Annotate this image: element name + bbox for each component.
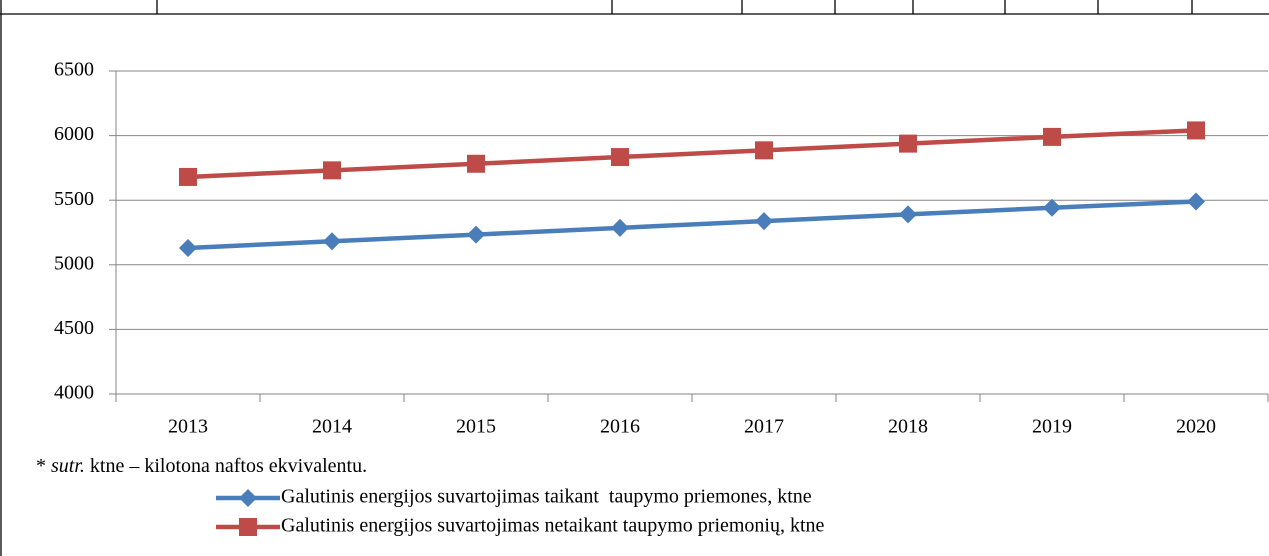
legend-label: Galutinis energijos suvartojimas netaika…: [281, 515, 825, 537]
marker: [755, 212, 773, 231]
x-tick-label: 2015: [456, 416, 496, 438]
marker: [1187, 121, 1205, 140]
x-tick-label: 2017: [744, 416, 784, 438]
marker: [467, 154, 485, 173]
marker: [611, 218, 629, 237]
marker: [323, 232, 341, 251]
marker: [179, 167, 197, 186]
y-tick-label: 5000: [54, 252, 94, 274]
footnote-star: *: [36, 455, 46, 477]
x-tick-label: 2018: [888, 416, 928, 438]
marker: [323, 161, 341, 180]
marker: [899, 205, 917, 224]
x-tick-label: 2016: [600, 416, 640, 438]
x-tick-label: 2013: [168, 416, 208, 438]
y-tick-label: 5500: [54, 188, 94, 210]
legend-marker: [239, 518, 257, 536]
marker: [1187, 192, 1205, 211]
y-tick-label: 4000: [54, 382, 94, 404]
x-tick-label: 2019: [1032, 416, 1072, 438]
x-tick-label: 2014: [312, 416, 352, 438]
footnote-text: ktne – kilotona naftos ekvivalentu.: [90, 455, 367, 477]
marker: [611, 148, 629, 167]
legend-label: Galutinis energijos suvartojimas taikant…: [281, 486, 812, 508]
y-tick-label: 4500: [54, 317, 94, 339]
series-line: [187, 199, 1197, 251]
marker: [755, 141, 773, 160]
marker: [1043, 198, 1061, 217]
marker: [1043, 127, 1061, 146]
y-tick-label: 6000: [54, 123, 94, 145]
marker: [899, 134, 917, 153]
footnote: * sutr. ktne – kilotona naftos ekvivalen…: [36, 455, 367, 477]
marker: [467, 225, 485, 244]
x-tick-label: 2020: [1176, 416, 1216, 438]
y-tick-label: 6500: [54, 59, 94, 81]
series-line: [187, 128, 1197, 180]
legend-marker: [239, 489, 257, 507]
marker: [179, 239, 197, 258]
footnote-abbr: sutr.: [51, 455, 85, 477]
